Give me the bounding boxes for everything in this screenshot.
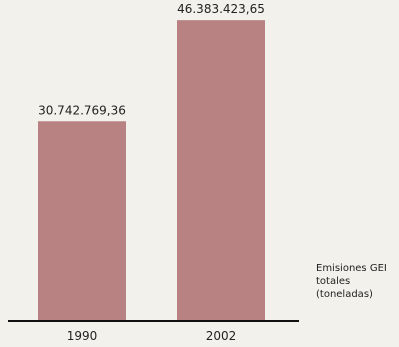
legend-line-2: totales: [316, 276, 350, 287]
value-labels-group: 30.742.769,36 46.383.423,65: [38, 2, 265, 117]
value-label-2002: 46.383.423,65: [177, 2, 265, 16]
legend-line-3: (toneladas): [316, 289, 373, 300]
x-tick-label-1990: 1990: [67, 329, 98, 343]
bars-group: [38, 20, 265, 321]
legend-line-1: Emisiones GEI: [316, 263, 387, 274]
bar-1990: [38, 121, 126, 320]
legend: Emisiones GEI totales (toneladas): [316, 263, 387, 300]
x-tick-label-2002: 2002: [206, 329, 237, 343]
bar-2002: [177, 20, 265, 321]
value-label-1990: 30.742.769,36: [38, 103, 126, 117]
x-tick-labels-group: 1990 2002: [67, 329, 237, 343]
